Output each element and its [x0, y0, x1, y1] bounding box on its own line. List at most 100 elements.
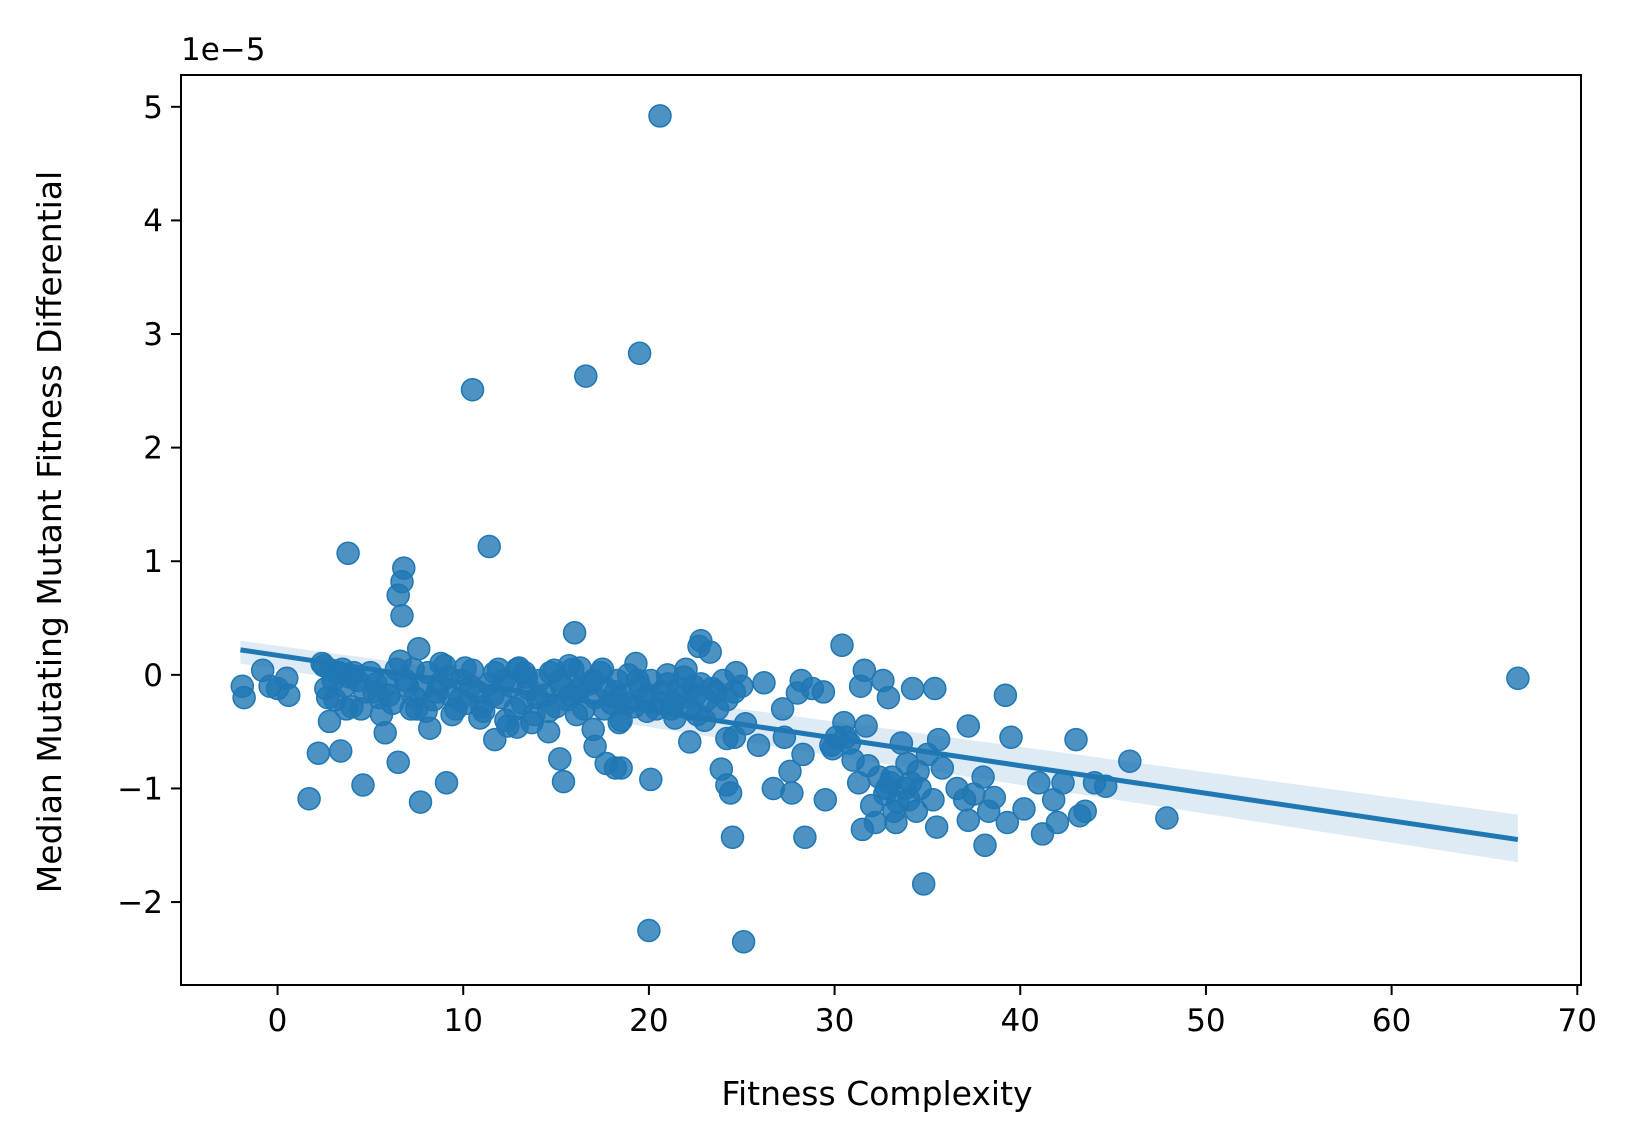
data-point: [924, 815, 949, 839]
data-point: [884, 810, 908, 835]
data-point: [496, 714, 520, 738]
x-axis-title: Fitness Complexity: [721, 1074, 1032, 1113]
x-tick-label: 30: [815, 1003, 854, 1039]
data-point: [583, 734, 607, 759]
data-point: [900, 676, 925, 701]
data-point: [770, 697, 795, 721]
data-point: [408, 790, 433, 814]
data-point: [429, 651, 453, 676]
data-point: [609, 756, 633, 780]
data-point: [911, 872, 936, 896]
data-point: [440, 702, 464, 727]
x-tick-label: 40: [1001, 1003, 1040, 1039]
data-point: [564, 702, 589, 727]
data-point: [637, 918, 661, 943]
data-points: [230, 104, 1530, 954]
data-point: [542, 658, 566, 683]
data-point: [982, 785, 1007, 810]
data-point: [830, 633, 854, 658]
data-point: [627, 341, 652, 366]
y-offset-label: 1e−5: [181, 32, 266, 68]
y-tick-label: 3: [143, 317, 163, 353]
x-tick-label: 70: [1558, 1003, 1597, 1039]
data-point: [731, 930, 756, 954]
data-point: [791, 742, 815, 767]
data-point: [1155, 806, 1179, 830]
data-point: [551, 769, 576, 794]
data-point: [715, 688, 739, 712]
data-point: [434, 771, 459, 795]
data-point: [336, 541, 360, 566]
data-point: [848, 674, 873, 698]
data-point: [406, 636, 431, 661]
data-point: [930, 756, 955, 780]
regression-line-stroke: [240, 647, 1519, 843]
y-tick-label: 0: [143, 658, 163, 694]
y-tick-label: 5: [143, 90, 163, 126]
data-point: [904, 799, 929, 823]
data-point: [317, 709, 342, 734]
data-point: [1045, 810, 1070, 835]
data-point: [956, 714, 981, 738]
y-tick-label: −1: [117, 771, 163, 807]
regression-line: [240, 647, 1519, 843]
data-point: [297, 786, 321, 811]
data-point: [453, 656, 477, 680]
data-point: [746, 733, 771, 758]
data-point: [813, 788, 838, 812]
data-point: [655, 663, 680, 687]
data-point: [390, 604, 414, 628]
data-point: [1073, 799, 1097, 823]
data-point: [536, 699, 561, 723]
data-point: [926, 727, 951, 752]
y-axis-title: Median Mutating Mutant Fitness Different…: [30, 171, 69, 893]
data-point: [232, 685, 256, 710]
data-point: [639, 767, 663, 792]
data-point: [973, 833, 997, 858]
data-point: [568, 656, 592, 680]
data-point: [956, 808, 981, 833]
data-point: [386, 583, 410, 608]
data-point: [562, 621, 587, 645]
data-point: [993, 683, 1018, 708]
data-point: [780, 781, 804, 805]
data-point: [718, 781, 743, 805]
data-point: [486, 657, 511, 681]
data-point: [369, 702, 394, 727]
data-point: [1064, 727, 1088, 752]
x-tick-label: 0: [268, 1003, 288, 1039]
data-point: [999, 725, 1023, 750]
data-point: [548, 747, 572, 771]
data-point: [871, 668, 895, 693]
data-point: [648, 104, 672, 128]
y-tick-label: 1: [143, 544, 163, 580]
data-point: [468, 706, 492, 730]
data-point: [1118, 749, 1142, 773]
data-point: [720, 825, 745, 850]
x-tick-label: 10: [444, 1003, 483, 1039]
data-point: [1027, 771, 1051, 795]
data-point: [1012, 797, 1036, 821]
data-point: [590, 657, 615, 681]
data-point: [1506, 666, 1530, 691]
data-point: [351, 773, 375, 797]
data-point: [678, 730, 702, 754]
data-point: [724, 660, 748, 685]
x-tick-label: 60: [1372, 1003, 1411, 1039]
y-tick-label: 2: [143, 431, 163, 467]
data-point: [386, 750, 410, 775]
data-point: [460, 377, 485, 402]
data-point: [811, 680, 836, 704]
data-point: [276, 683, 301, 708]
data-point: [520, 710, 544, 735]
data-point: [334, 697, 359, 721]
data-point: [328, 739, 353, 763]
data-point: [399, 697, 423, 721]
data-point: [995, 810, 1020, 835]
data-point: [609, 708, 633, 733]
data-point: [507, 656, 531, 680]
data-point: [923, 676, 947, 701]
data-point: [384, 657, 409, 681]
data-point: [971, 765, 995, 789]
